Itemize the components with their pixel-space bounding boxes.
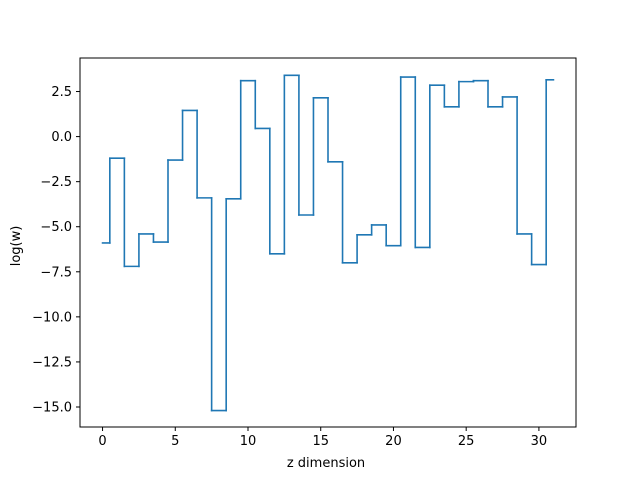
y-tick-label: 0.0 — [51, 130, 72, 145]
x-tick-label: 10 — [240, 434, 257, 449]
x-tick-label: 0 — [98, 434, 106, 449]
y-tick-label: −15.0 — [32, 400, 72, 415]
y-tick-label: −5.0 — [40, 220, 72, 235]
y-tick-label: −2.5 — [40, 175, 72, 190]
x-axis-ticks: 0 5 10 15 20 25 30 — [98, 427, 547, 449]
axes — [79, 57, 577, 428]
x-tick-label: 20 — [385, 434, 402, 449]
plot-area — [101, 74, 555, 412]
series-0 — [101, 74, 555, 412]
x-tick-label: 30 — [531, 434, 548, 449]
x-axis-label: z dimension — [287, 456, 365, 471]
y-tick-label: 2.5 — [51, 85, 72, 100]
x-tick-label: 5 — [171, 434, 179, 449]
y-axis-ticks: 2.5 0.0 −2.5 −5.0 −7.5 −10.0 −12.5 −15.0 — [32, 85, 80, 415]
axes-frame — [79, 57, 577, 428]
x-tick-label: 15 — [312, 434, 329, 449]
y-tick-label: −12.5 — [32, 355, 72, 370]
y-tick-label: −7.5 — [40, 265, 72, 280]
x-tick-label: 25 — [458, 434, 475, 449]
y-tick-label: −10.0 — [32, 310, 72, 325]
y-axis-label: log(w) — [9, 226, 24, 267]
